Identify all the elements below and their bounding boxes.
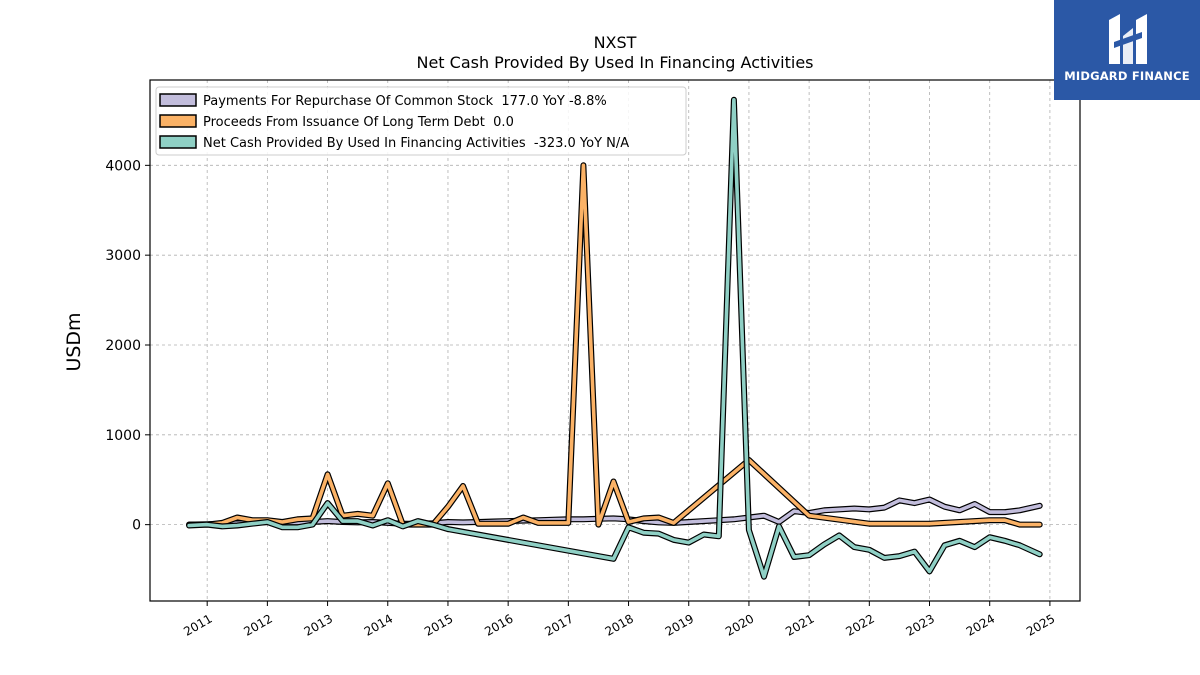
logo-text: MIDGARD FINANCE (1054, 69, 1200, 83)
x-tick-label: 2011 (181, 611, 214, 638)
y-tick-label: 3000 (105, 248, 141, 264)
y-axis: 0 1000 2000 3000 4000 (105, 158, 150, 533)
series-layer (189, 100, 1040, 577)
y-tick-label: 4000 (105, 158, 141, 174)
legend-label-net: Net Cash Provided By Used In Financing A… (203, 136, 629, 151)
legend-entry-net: Net Cash Provided By Used In Financing A… (160, 136, 629, 151)
chart-title: NXST (594, 33, 637, 52)
x-tick-label: 2015 (422, 611, 455, 638)
legend: Payments For Repurchase Of Common Stock … (156, 87, 686, 155)
x-tick-label: 2024 (964, 611, 997, 638)
legend-label-repurchase: Payments For Repurchase Of Common Stock … (203, 94, 607, 109)
y-tick-label: 0 (132, 518, 141, 534)
x-tick-label: 2016 (482, 611, 515, 638)
legend-swatch-repurchase (160, 94, 196, 106)
y-axis-label: USDm (63, 312, 85, 371)
chart-subtitle: Net Cash Provided By Used In Financing A… (416, 53, 813, 72)
x-tick-label: 2021 (783, 611, 816, 638)
legend-entry-repurchase: Payments For Repurchase Of Common Stock … (160, 94, 607, 109)
x-tick-label: 2018 (603, 611, 636, 638)
legend-swatch-issuance (160, 115, 196, 127)
x-tick-label: 2023 (904, 611, 937, 638)
legend-entry-issuance: Proceeds From Issuance Of Long Term Debt… (160, 115, 514, 130)
x-tick-label: 2012 (241, 611, 274, 638)
legend-label-issuance: Proceeds From Issuance Of Long Term Debt… (203, 115, 514, 130)
x-tick-label: 2017 (542, 611, 575, 638)
x-tick-label: 2019 (663, 611, 696, 638)
x-tick-label: 2020 (723, 611, 756, 638)
x-tick-label: 2014 (362, 611, 395, 638)
legend-swatch-net (160, 136, 196, 148)
midgard-logo-icon (1054, 6, 1200, 70)
x-tick-label: 2022 (843, 611, 876, 638)
y-tick-label: 1000 (105, 428, 141, 444)
x-axis: 2011 2012 2013 2014 2015 2016 2017 2018 2019 2020… (181, 601, 1057, 639)
x-tick-label: 2025 (1024, 611, 1057, 638)
chart: 01000200030004000 2011201220132014201520… (0, 0, 1200, 675)
brand-logo: MIDGARD FINANCE (1054, 0, 1200, 100)
x-tick-label: 2013 (302, 611, 335, 638)
y-tick-label: 2000 (105, 338, 141, 354)
